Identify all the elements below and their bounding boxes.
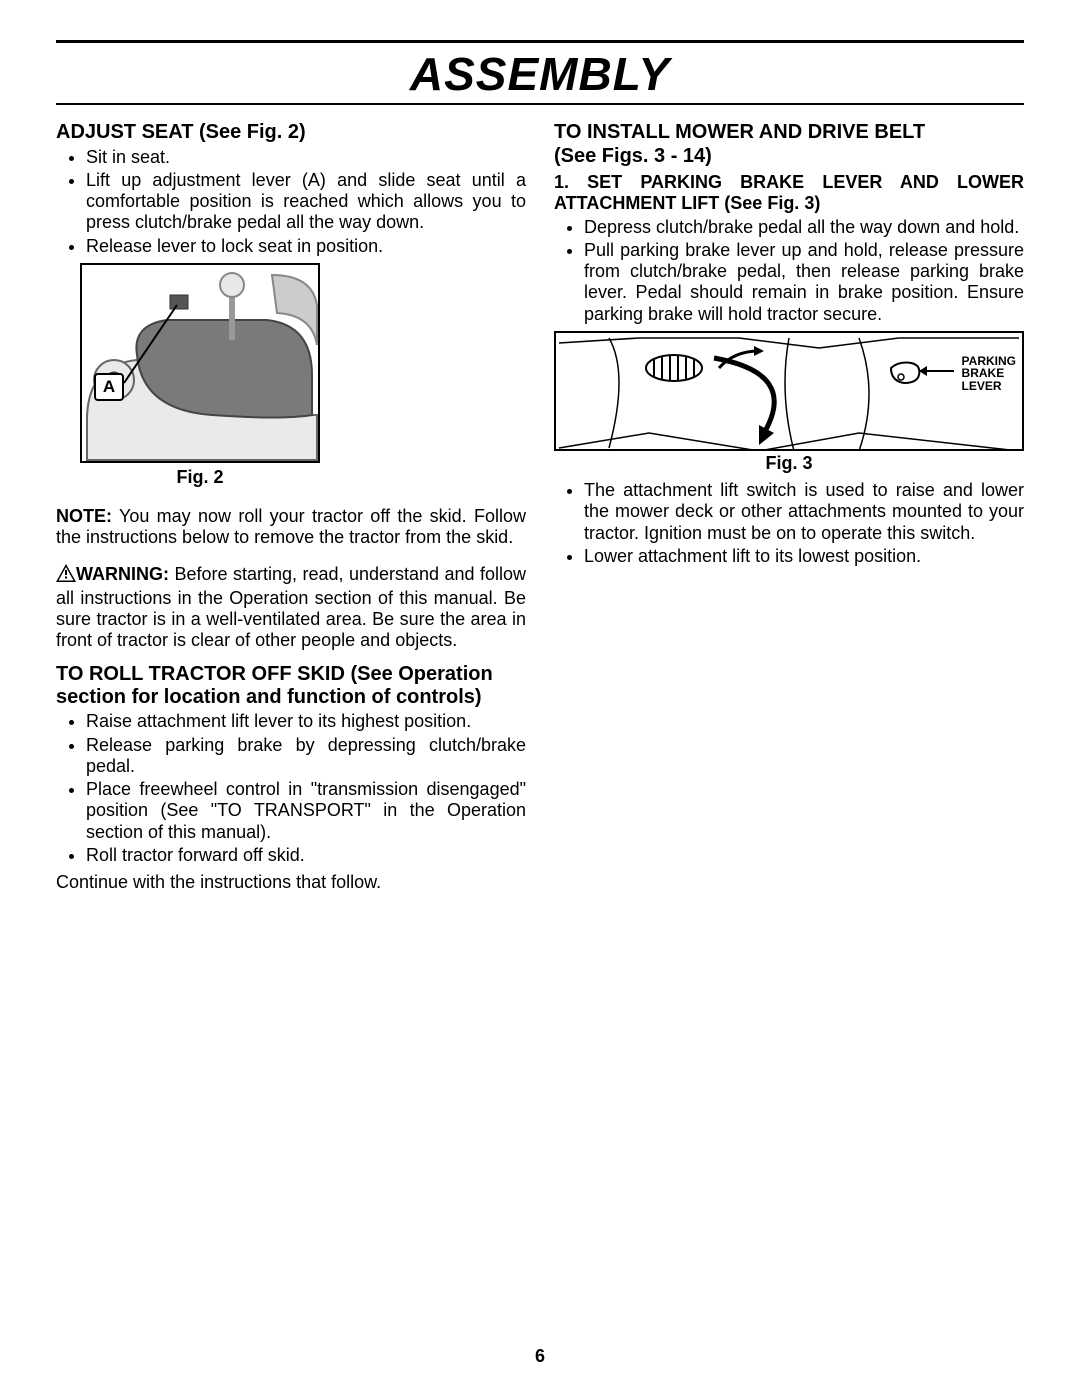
warning-icon bbox=[56, 564, 76, 587]
list-item: Raise attachment lift lever to its highe… bbox=[86, 711, 526, 732]
figure-2-caption: Fig. 2 bbox=[80, 467, 320, 488]
figure-2: A bbox=[80, 263, 320, 463]
list-item: Lower attachment lift to its lowest posi… bbox=[584, 546, 1024, 567]
list-item: Place freewheel control in "transmission… bbox=[86, 779, 526, 843]
figure-3-svg bbox=[556, 333, 1022, 451]
list-item: Sit in seat. bbox=[86, 147, 526, 168]
step1-list-b: The attachment lift switch is used to ra… bbox=[554, 480, 1024, 567]
note-prefix: NOTE: bbox=[56, 506, 112, 526]
list-item: Release lever to lock seat in position. bbox=[86, 236, 526, 257]
title-underline bbox=[56, 103, 1024, 105]
list-item: Lift up adjustment lever (A) and slide s… bbox=[86, 170, 526, 234]
figure-3: PARKING BRAKE LEVER bbox=[554, 331, 1024, 451]
right-column: TO INSTALL MOWER AND DRIVE BELT (See Fig… bbox=[554, 115, 1024, 897]
adjust-seat-list: Sit in seat. Lift up adjustment lever (A… bbox=[56, 147, 526, 257]
figure-2-label-a: A bbox=[94, 373, 124, 401]
page-number: 6 bbox=[0, 1346, 1080, 1367]
warning-prefix: WARNING: bbox=[76, 564, 169, 584]
top-rule bbox=[56, 40, 1024, 43]
parking-label-l3: LEVER bbox=[962, 379, 1002, 393]
list-item: Roll tractor forward off skid. bbox=[86, 845, 526, 866]
step1-heading: 1. SET PARKING BRAKE LEVER AND LOWER ATT… bbox=[554, 172, 1024, 214]
roll-tractor-heading: TO ROLL TRACTOR OFF SKID (See Operation … bbox=[56, 663, 526, 709]
roll-tractor-list: Raise attachment lift lever to its highe… bbox=[56, 711, 526, 866]
adjust-seat-heading: ADJUST SEAT (See Fig. 2) bbox=[56, 121, 526, 145]
figure-3-caption: Fig. 3 bbox=[554, 453, 1024, 474]
columns: ADJUST SEAT (See Fig. 2) Sit in seat. Li… bbox=[56, 115, 1024, 897]
list-item: Release parking brake by depressing clut… bbox=[86, 735, 526, 777]
install-heading-line2: (See Figs. 3 - 14) bbox=[554, 145, 1024, 169]
parking-brake-label: PARKING BRAKE LEVER bbox=[962, 355, 1016, 393]
page-title: ASSEMBLY bbox=[56, 47, 1024, 101]
continue-line: Continue with the instructions that foll… bbox=[56, 872, 526, 893]
warning-block: WARNING: Before starting, read, understa… bbox=[56, 564, 526, 651]
page: ASSEMBLY ADJUST SEAT (See Fig. 2) Sit in… bbox=[0, 0, 1080, 1397]
install-heading-line1: TO INSTALL MOWER AND DRIVE BELT bbox=[554, 121, 1024, 145]
left-column: ADJUST SEAT (See Fig. 2) Sit in seat. Li… bbox=[56, 115, 526, 897]
figure-2-svg bbox=[82, 265, 320, 463]
list-item: Depress clutch/brake pedal all the way d… bbox=[584, 217, 1024, 238]
list-item: The attachment lift switch is used to ra… bbox=[584, 480, 1024, 544]
list-item: Pull parking brake lever up and hold, re… bbox=[584, 240, 1024, 325]
note-block: NOTE: You may now roll your tractor off … bbox=[56, 506, 526, 548]
note-text: You may now roll your tractor off the sk… bbox=[56, 506, 526, 547]
step1-list-a: Depress clutch/brake pedal all the way d… bbox=[554, 217, 1024, 325]
